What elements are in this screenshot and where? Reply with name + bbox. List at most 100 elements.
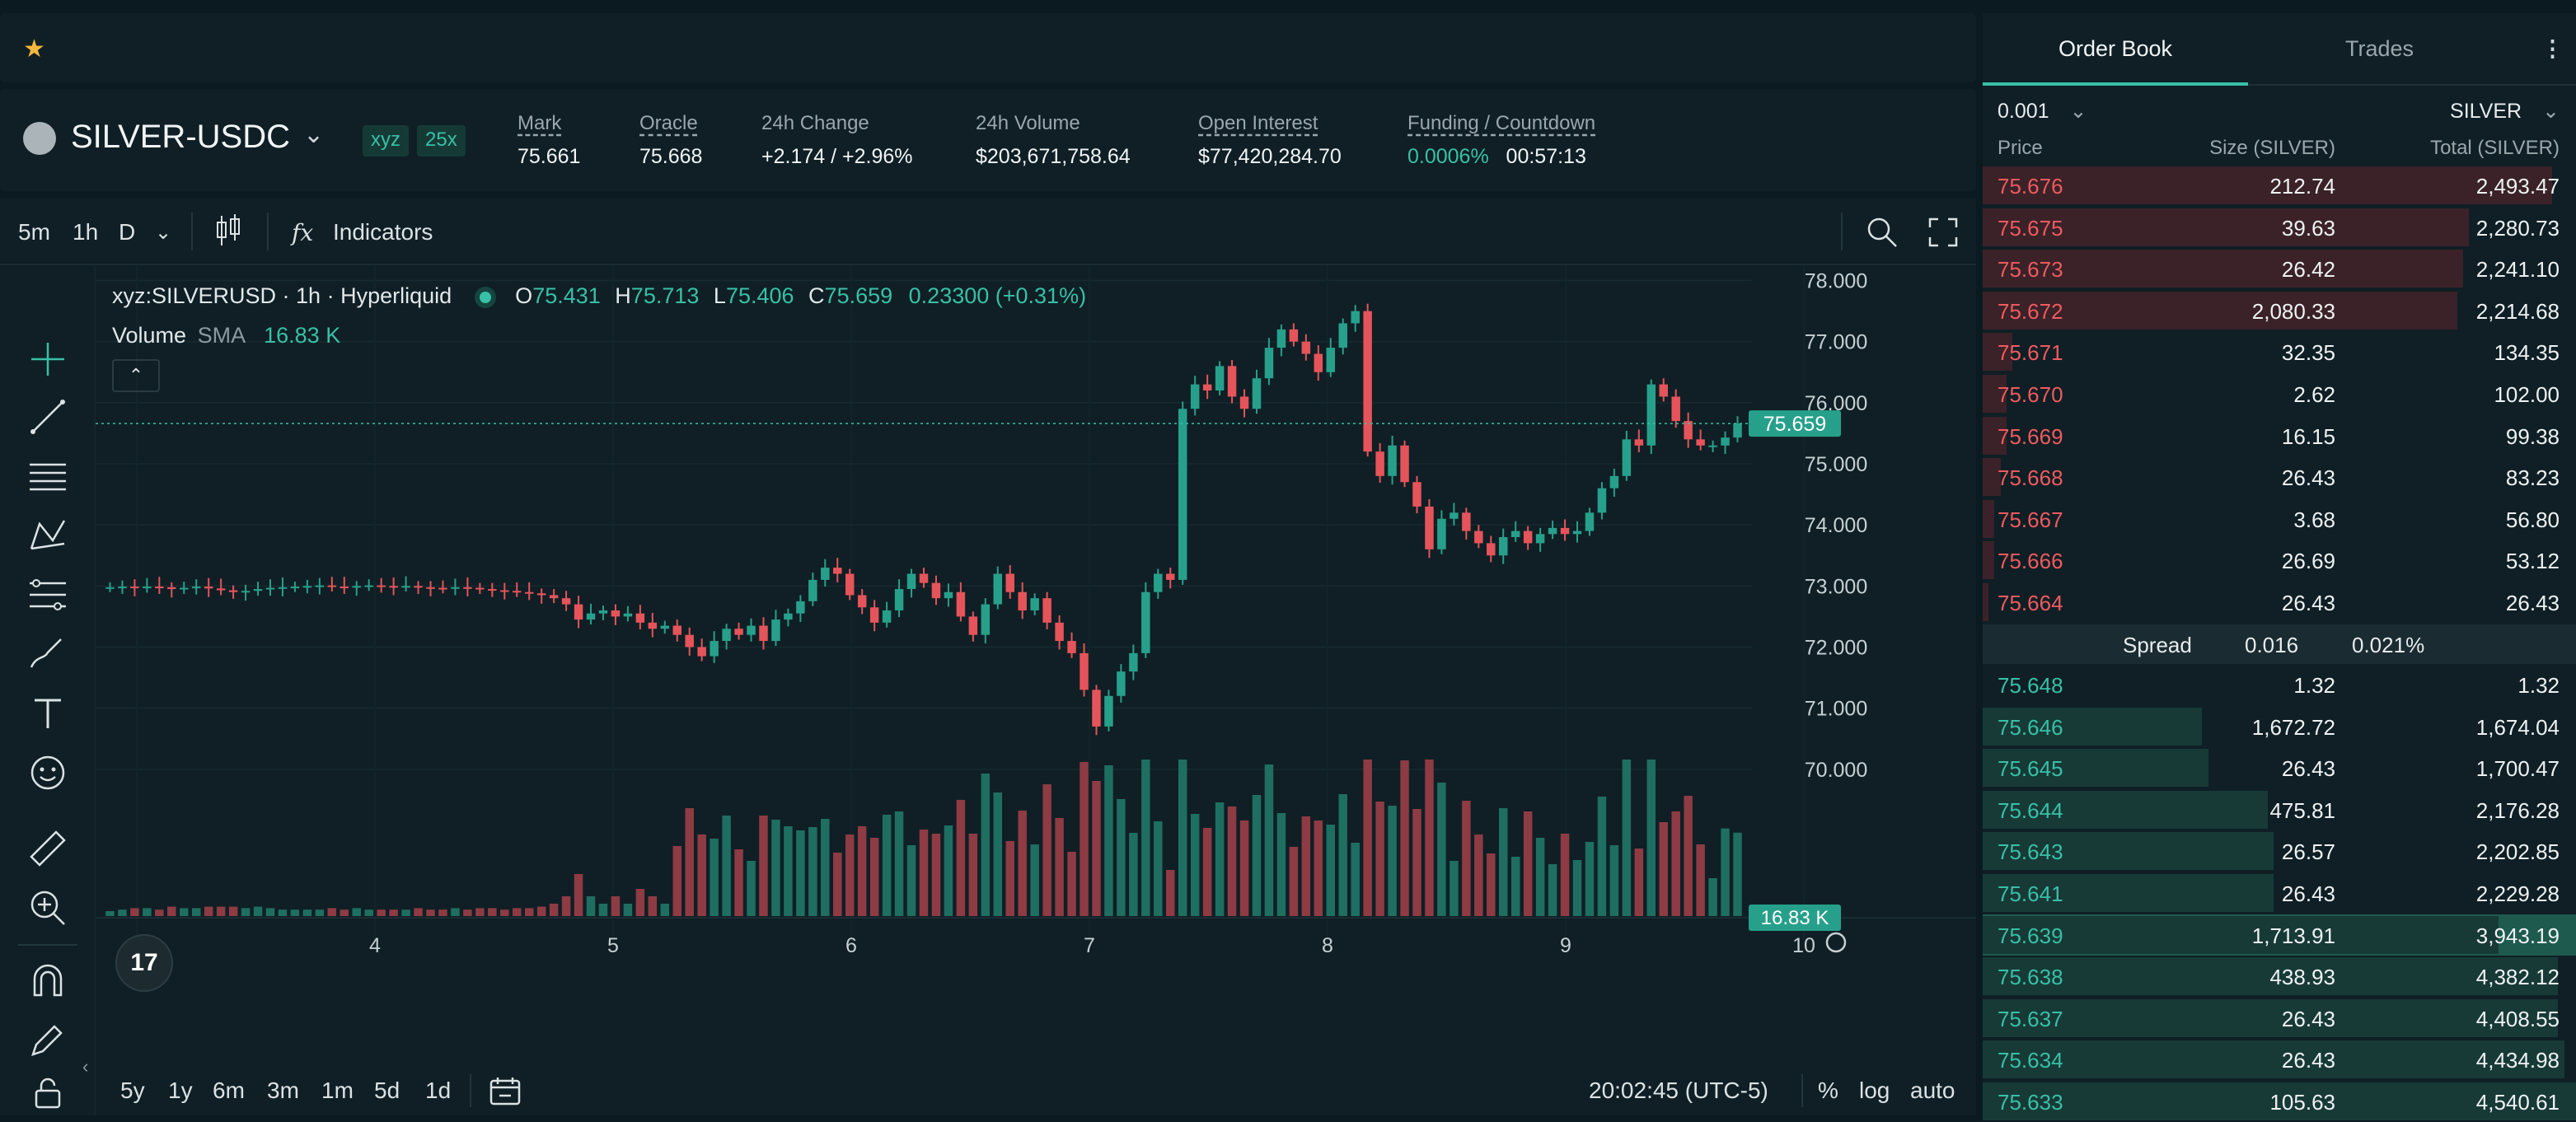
bid-row[interactable]: 75.648 1.32 1.32 bbox=[1983, 664, 2576, 705]
bid-row[interactable]: 75.644 475.81 2,176.28 bbox=[1983, 789, 2576, 830]
candle-body bbox=[1659, 384, 1668, 397]
volume-bar bbox=[1030, 844, 1039, 916]
crosshair-icon[interactable] bbox=[28, 339, 68, 379]
bid-row[interactable]: 75.643 26.57 2,202.85 bbox=[1983, 830, 2576, 872]
legend-collapse-button[interactable]: ⌃ bbox=[112, 359, 160, 392]
volume-bar bbox=[1400, 760, 1409, 916]
range-5y[interactable]: 5y bbox=[120, 1078, 145, 1103]
range-6m[interactable]: 6m bbox=[213, 1078, 245, 1103]
bid-row[interactable]: 75.645 26.43 1,700.47 bbox=[1983, 747, 2576, 788]
candle-body bbox=[1425, 506, 1434, 549]
candle-body bbox=[1030, 598, 1039, 610]
candle-body bbox=[1523, 531, 1533, 544]
edit-lock-icon[interactable] bbox=[28, 1020, 68, 1059]
timeframe-chevron-icon[interactable]: ⌄ bbox=[155, 222, 172, 244]
mark-label[interactable]: Mark bbox=[518, 112, 562, 134]
trend-line-icon[interactable] bbox=[28, 397, 68, 437]
volume-bar bbox=[524, 908, 534, 916]
ruler-icon[interactable] bbox=[28, 829, 68, 868]
collapse-toolbar-icon[interactable]: ‹ bbox=[82, 1056, 89, 1077]
tab-trades[interactable]: Trades bbox=[2345, 36, 2414, 61]
tab-order-book[interactable]: Order Book bbox=[2058, 36, 2173, 61]
candle-body bbox=[1412, 482, 1421, 507]
text-icon[interactable] bbox=[28, 694, 68, 733]
zoom-in-icon[interactable] bbox=[28, 888, 68, 928]
ask-price: 75.664 bbox=[1998, 591, 2063, 615]
ask-size: 26.42 bbox=[2281, 257, 2335, 283]
range-3m[interactable]: 3m bbox=[267, 1078, 299, 1103]
candle-body bbox=[191, 587, 201, 589]
ask-total: 2,280.73 bbox=[2475, 215, 2560, 241]
bid-row[interactable]: 75.638 438.93 4,382.12 bbox=[1983, 956, 2576, 997]
timeframe-5m[interactable]: 5m bbox=[18, 219, 50, 245]
timeframe-d[interactable]: D bbox=[119, 219, 136, 245]
ask-row[interactable]: 75.668 26.43 83.23 bbox=[1983, 456, 2576, 498]
emoji-icon[interactable] bbox=[28, 753, 68, 792]
indicators-button[interactable]: Indicators bbox=[333, 219, 433, 245]
ask-total: 2,241.10 bbox=[2475, 257, 2560, 283]
timeframe-1h[interactable]: 1h bbox=[73, 219, 99, 245]
fx-icon[interactable]: fx bbox=[292, 219, 314, 246]
open-interest-label[interactable]: Open Interest bbox=[1198, 112, 1318, 134]
horizontal-lines-icon[interactable] bbox=[28, 456, 68, 496]
lock-icon[interactable] bbox=[28, 1073, 68, 1112]
range-1y[interactable]: 1y bbox=[168, 1078, 193, 1103]
auto-toggle[interactable]: auto bbox=[1910, 1078, 1955, 1103]
candle-body bbox=[1215, 366, 1225, 391]
ask-price: 75.672 bbox=[1998, 298, 2063, 324]
bid-row[interactable]: 75.634 26.43 4,434.98 bbox=[1983, 1039, 2576, 1080]
candle-body bbox=[1067, 641, 1076, 653]
ask-row[interactable]: 75.667 3.68 56.80 bbox=[1983, 498, 2576, 540]
funding-label[interactable]: Funding / Countdown bbox=[1407, 112, 1596, 134]
range-1d[interactable]: 1d bbox=[425, 1078, 452, 1103]
volume-bar bbox=[574, 874, 583, 916]
log-toggle[interactable]: log bbox=[1859, 1078, 1890, 1103]
magnet-icon[interactable] bbox=[28, 962, 68, 1002]
ask-row[interactable]: 75.672 2,080.33 2,214.68 bbox=[1983, 290, 2576, 331]
ask-row[interactable]: 75.666 26.69 53.12 bbox=[1983, 540, 2576, 581]
percent-toggle[interactable]: % bbox=[1818, 1078, 1838, 1103]
volume-bar bbox=[1708, 878, 1717, 916]
bid-row[interactable]: 75.646 1,672.72 1,674.04 bbox=[1983, 706, 2576, 747]
ask-row[interactable]: 75.676 212.74 2,493.47 bbox=[1983, 165, 2576, 206]
more-options-icon[interactable]: ⋮ bbox=[2541, 36, 2564, 61]
depth-bar bbox=[1983, 874, 2274, 912]
range-5d[interactable]: 5d bbox=[374, 1078, 400, 1103]
bid-row[interactable]: 75.639 1,713.91 3,943.19 bbox=[1983, 914, 2576, 956]
ask-row[interactable]: 75.670 2.62 102.00 bbox=[1983, 373, 2576, 414]
ask-price: 75.671 bbox=[1998, 340, 2063, 366]
pattern-icon[interactable] bbox=[28, 516, 68, 555]
price-chart[interactable]: 78.00077.00076.00075.00074.00073.00072.0… bbox=[96, 265, 1976, 990]
volume-bar bbox=[1487, 853, 1496, 916]
ask-row[interactable]: 75.664 26.43 26.43 bbox=[1983, 582, 2576, 623]
chart-clock[interactable]: 20:02:45 (UTC-5) bbox=[1589, 1078, 1768, 1103]
ask-row[interactable]: 75.673 26.42 2,241.10 bbox=[1983, 248, 2576, 289]
date-range-icon[interactable] bbox=[489, 1078, 522, 1107]
tradingview-logo[interactable]: 17 bbox=[115, 934, 173, 992]
candle-body bbox=[747, 625, 756, 635]
bid-price: 75.648 bbox=[1998, 673, 2063, 698]
brush-icon[interactable] bbox=[28, 634, 68, 674]
unit-select[interactable]: SILVER ⌄ bbox=[2450, 99, 2560, 124]
volume-bar bbox=[561, 896, 571, 916]
bid-row[interactable]: 75.637 26.43 4,408.55 bbox=[1983, 998, 2576, 1039]
ask-size: 32.35 bbox=[2281, 340, 2335, 366]
bid-row[interactable]: 75.633 105.63 4,540.61 bbox=[1983, 1081, 2576, 1122]
fib-icon[interactable] bbox=[28, 575, 68, 615]
volume-bar bbox=[167, 906, 176, 916]
chevron-down-icon[interactable]: ⌄ bbox=[303, 121, 325, 148]
star-icon[interactable]: ★ bbox=[23, 35, 45, 63]
candle-body bbox=[327, 585, 337, 587]
ask-row[interactable]: 75.675 39.63 2,280.73 bbox=[1983, 207, 2576, 248]
ask-row[interactable]: 75.671 32.35 134.35 bbox=[1983, 331, 2576, 372]
tick-size-select[interactable]: 0.001 ⌄ bbox=[1998, 99, 2087, 124]
bid-row[interactable]: 75.641 26.43 2,229.28 bbox=[1983, 872, 2576, 914]
fullscreen-icon[interactable] bbox=[1928, 217, 1958, 247]
ask-size: 39.63 bbox=[2281, 215, 2335, 241]
zoom-search-icon[interactable] bbox=[1866, 216, 1899, 249]
oracle-label[interactable]: Oracle bbox=[639, 112, 698, 134]
candle-type-icon[interactable] bbox=[214, 214, 242, 247]
pair-selector[interactable]: SILVER-USDC bbox=[71, 119, 290, 155]
range-1m[interactable]: 1m bbox=[321, 1078, 354, 1103]
ask-row[interactable]: 75.669 16.15 99.38 bbox=[1983, 415, 2576, 456]
